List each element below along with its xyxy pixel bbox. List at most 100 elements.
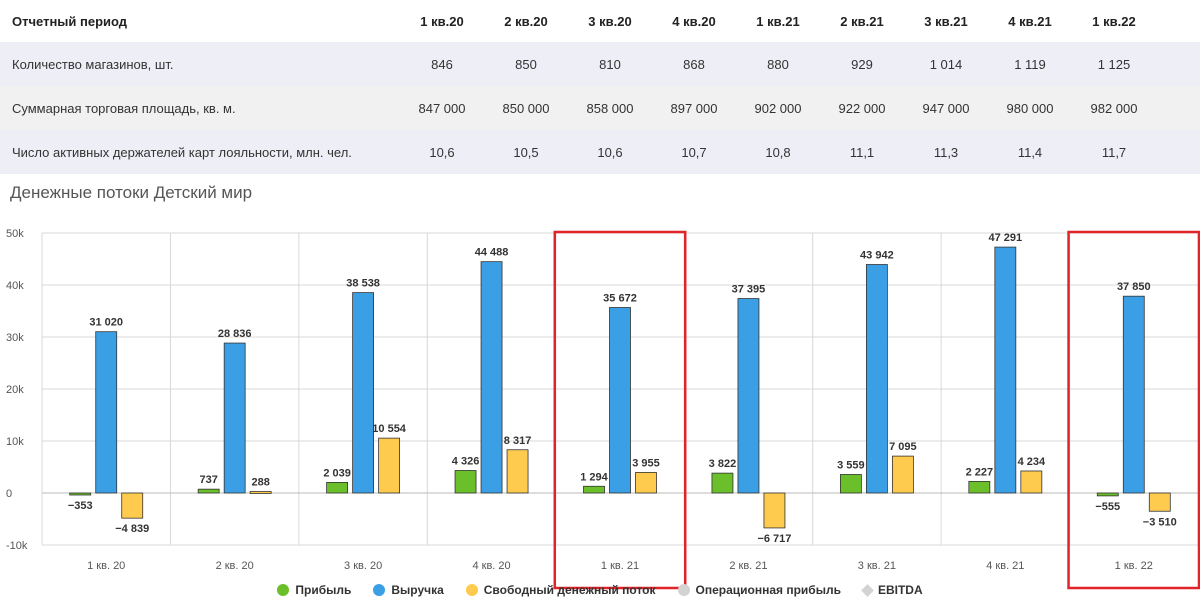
y-tick-label: 20k: [6, 384, 24, 396]
data-label: 4 234: [1018, 456, 1046, 468]
bar: [223, 342, 246, 494]
table-cell: 10,6: [597, 144, 623, 160]
data-label: 288: [251, 477, 269, 489]
data-label: 31 020: [89, 317, 123, 329]
table-cell: 11,3: [933, 144, 959, 160]
bar: [69, 492, 92, 496]
table-cell: 922 000: [838, 100, 886, 116]
row-label: Суммарная торговая площадь, кв. м.: [12, 100, 236, 116]
y-tick-label: 30k: [6, 332, 24, 344]
data-label: −4 839: [115, 523, 149, 535]
legend-item[interactable]: EBITDA: [861, 583, 923, 597]
bar: [865, 264, 888, 494]
table-cell: 880: [767, 56, 789, 72]
data-label: 38 538: [346, 278, 380, 290]
bar: [1096, 492, 1119, 497]
bar: [506, 449, 529, 494]
data-label: −3 510: [1143, 516, 1177, 528]
table-cell: 850 000: [502, 100, 550, 116]
data-label: 37 850: [1117, 281, 1151, 293]
data-label: 44 488: [475, 247, 509, 259]
header-period: 3 кв.21: [924, 13, 968, 29]
table-cell: 858 000: [586, 100, 634, 116]
legend-item[interactable]: Выручка: [373, 583, 444, 597]
row-label: Количество магазинов, шт.: [12, 56, 174, 72]
table-cell: 846: [431, 56, 453, 72]
data-label: 37 395: [732, 284, 766, 296]
bar: [737, 298, 760, 494]
bar: [352, 292, 375, 494]
x-tick-label: 4 кв. 20: [472, 560, 510, 572]
table-cell: 982 000: [1090, 100, 1138, 116]
table-cell: 10,6: [429, 144, 455, 160]
bar: [609, 307, 631, 494]
table-row: Суммарная торговая площадь, кв. м. 847 0…: [0, 86, 1200, 130]
circle-marker-icon: [465, 584, 478, 596]
bar: [197, 488, 220, 494]
data-label: 10 554: [372, 423, 407, 435]
x-tick-label: 1 кв. 20: [87, 560, 125, 572]
table-cell: 868: [683, 56, 705, 72]
bar: [763, 492, 786, 529]
header-period: 4 кв.21: [1008, 13, 1052, 29]
x-tick-label: 1 кв. 22: [1115, 560, 1153, 572]
chart-title: Денежные потоки Детский мир: [10, 183, 253, 202]
x-tick-label: 1 кв. 21: [601, 560, 639, 572]
table-cell: 929: [851, 56, 873, 72]
bar: [994, 246, 1017, 494]
table-cell: 11,1: [849, 144, 875, 160]
legend-item[interactable]: Прибыль: [277, 583, 351, 597]
data-label: 4 326: [452, 456, 480, 468]
y-tick-label: 50k: [6, 228, 24, 240]
kpi-table: Отчетный период 1 кв.20 2 кв.20 3 кв.20 …: [0, 0, 1200, 178]
data-label: 3 955: [632, 457, 660, 469]
header-label: Отчетный период: [12, 13, 128, 29]
legend-label: Свободный денежный поток: [483, 583, 656, 597]
bar: [454, 470, 477, 494]
x-tick-label: 2 кв. 20: [216, 560, 254, 572]
bar: [891, 455, 914, 494]
bar: [95, 331, 118, 494]
legend-item[interactable]: Операционная прибыль: [677, 583, 841, 597]
bar: [378, 437, 401, 494]
data-label: 43 942: [860, 250, 894, 262]
data-label: 28 836: [218, 328, 252, 340]
data-label: −353: [68, 500, 93, 512]
bar: [711, 472, 734, 494]
table-cell: 847 000: [418, 100, 466, 116]
x-tick-label: 2 кв. 21: [729, 560, 767, 572]
table-cell: 1 119: [1014, 56, 1046, 72]
legend-item[interactable]: Свободный денежный поток: [465, 583, 656, 597]
y-tick-label: 10k: [6, 436, 24, 448]
legend-label: Выручка: [391, 583, 444, 597]
bar: [1148, 492, 1171, 512]
bar: [839, 474, 862, 494]
table-row: Количество магазинов, шт. 846 850 810 86…: [0, 42, 1200, 86]
table-cell: 902 000: [754, 100, 802, 116]
data-label: 2 039: [323, 467, 351, 479]
legend-label: Прибыль: [295, 583, 352, 597]
table-cell: 1 014: [929, 56, 963, 72]
header-period: 1 кв.20: [420, 13, 464, 29]
row-label: Число активных держателей карт лояльност…: [12, 144, 352, 160]
highlight-frame: [1067, 230, 1200, 590]
table-cell: 10,8: [765, 144, 791, 160]
circle-marker-icon: [677, 584, 690, 596]
data-label: 3 559: [837, 459, 865, 471]
table-cell: 897 000: [670, 100, 718, 116]
chart-legend: Прибыль Выручка Свободный денежный поток Оп…: [0, 583, 1200, 597]
header-period: 1 кв.22: [1092, 13, 1136, 29]
header-period: 2 кв.20: [504, 13, 548, 29]
y-tick-label: 40k: [6, 280, 24, 292]
data-label: 3 822: [709, 458, 737, 470]
table-cell: 11,7: [1101, 144, 1127, 160]
y-tick-label: -10k: [6, 540, 28, 552]
diamond-marker-icon: [861, 583, 874, 597]
table-cell: 1 125: [1097, 56, 1131, 72]
data-label: 47 291: [989, 232, 1023, 244]
data-label: 1 294: [580, 471, 608, 483]
circle-marker-icon: [373, 584, 386, 596]
table-cell: 10,7: [681, 144, 707, 160]
circle-marker-icon: [277, 584, 290, 596]
y-tick-label: 0: [6, 488, 12, 500]
